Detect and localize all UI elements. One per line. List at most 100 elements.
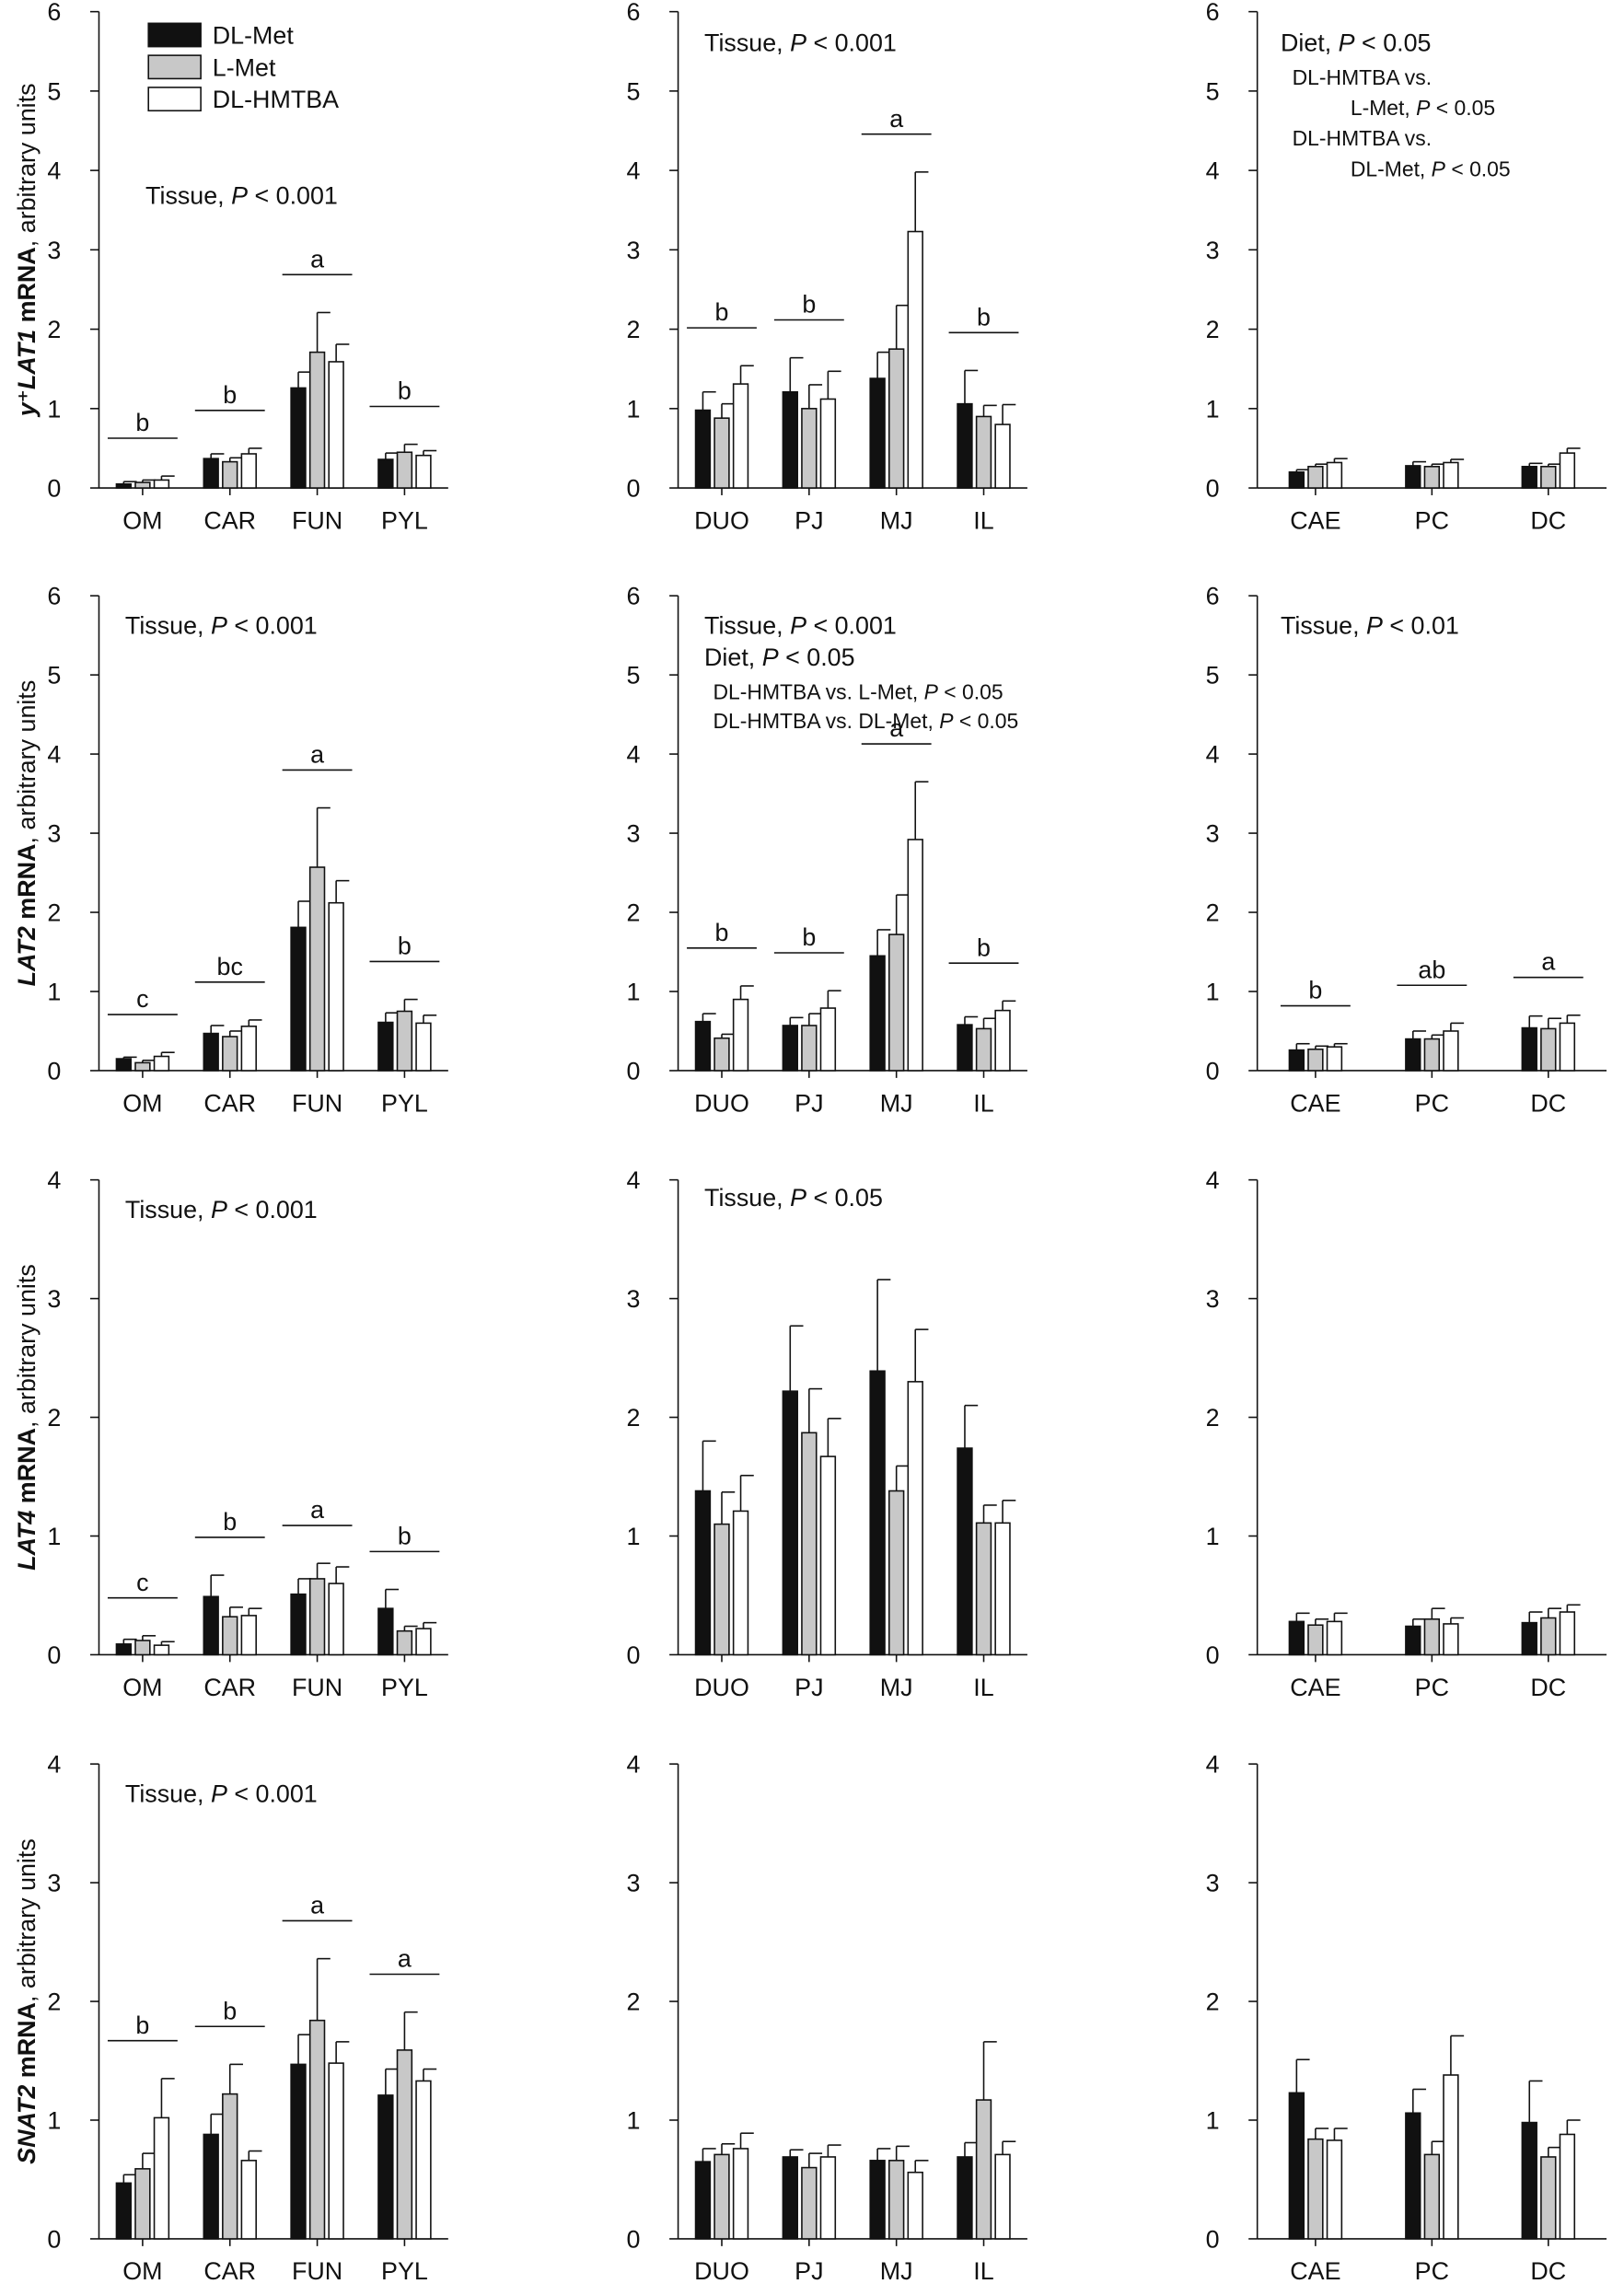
annotation-span: < 0.001 xyxy=(806,29,897,56)
x-tick-label: PYL xyxy=(381,2257,428,2284)
y-tick-label: 2 xyxy=(627,1404,641,1432)
row-ylabel-mrna: mRNA xyxy=(13,844,41,927)
row-ylabel-gene: LAT2 xyxy=(13,926,41,986)
y-tick-label: 1 xyxy=(1206,1523,1220,1550)
annotation-span: P xyxy=(790,1184,806,1212)
y-tick-label: 3 xyxy=(627,1285,641,1313)
y-tick-label: 1 xyxy=(47,2106,61,2134)
bar xyxy=(240,1615,257,1656)
bar xyxy=(134,1061,151,1072)
annotation-span: P xyxy=(211,1196,227,1223)
bar xyxy=(732,998,749,1072)
significance-letter: b xyxy=(223,381,237,409)
y-tick-label: 1 xyxy=(1206,395,1220,423)
panel-1-2: 0 1 2 3 4 5 6 CAE b PC ab DC a Tissue, P < 0.01 xyxy=(1206,583,1607,1117)
bar xyxy=(887,2160,905,2240)
y-tick-label: 5 xyxy=(627,662,641,690)
significance-letter: b xyxy=(1308,977,1322,1004)
stat-annotation: DL-HMTBA vs. xyxy=(1293,126,1432,150)
bar xyxy=(1443,2074,1459,2240)
panel-2-2: 0 1 2 3 4 CAE PC DC xyxy=(1206,1166,1607,1701)
panel-1-1: 0 1 2 3 4 5 6 DUO b PJ b MJ a IL b Tissue, P < 0.001 Die… xyxy=(627,583,1027,1117)
bar xyxy=(415,1628,432,1656)
bar xyxy=(290,1593,307,1656)
annotation-span: P xyxy=(790,611,806,639)
y-tick-label: 0 xyxy=(1206,1641,1220,1669)
row-ylabel-gene: y⁺LAT1 xyxy=(13,330,41,418)
row-ylabel-units: , arbitrary units xyxy=(13,680,41,844)
significance-letter: b xyxy=(135,2012,149,2039)
annotation-span: Tissue, xyxy=(125,1196,211,1223)
bar xyxy=(134,1640,151,1656)
bar xyxy=(782,1025,798,1072)
bar xyxy=(907,1381,923,1656)
y-tick-label: 1 xyxy=(627,1523,641,1550)
bar xyxy=(1559,452,1576,489)
bar xyxy=(907,230,923,489)
stat-annotation: DL-HMTBA vs. DL-Met, P < 0.05 xyxy=(713,709,1019,733)
bar xyxy=(732,1510,749,1656)
significance-letter: b xyxy=(223,1508,237,1536)
x-tick-label: CAE xyxy=(1290,1674,1340,1701)
bar xyxy=(377,1021,394,1072)
bar xyxy=(203,1595,219,1656)
significance-letter: c xyxy=(136,985,148,1013)
y-tick-label: 3 xyxy=(1206,237,1220,264)
significance-letter: a xyxy=(310,1496,324,1524)
panel-3-1: 0 1 2 3 4 DUO PJ MJ IL xyxy=(627,1751,1027,2284)
annotation-span: P xyxy=(211,1780,227,1807)
bar xyxy=(290,926,307,1072)
bar xyxy=(1405,1625,1421,1656)
y-tick-label: 4 xyxy=(47,1751,61,1779)
y-tick-label: 4 xyxy=(1206,1166,1220,1194)
significance-letter: a xyxy=(1541,948,1555,976)
x-tick-label: CAR xyxy=(203,506,256,534)
bar xyxy=(308,866,326,1072)
y-tick-label: 3 xyxy=(1206,820,1220,848)
bar xyxy=(1288,471,1305,489)
significance-letter: b xyxy=(802,291,816,319)
bar xyxy=(153,1644,170,1656)
x-tick-label: PC xyxy=(1415,506,1449,534)
bar xyxy=(396,451,413,489)
x-tick-label: DUO xyxy=(694,506,749,534)
y-tick-label: 3 xyxy=(47,820,61,848)
bar xyxy=(1405,465,1421,489)
bar xyxy=(396,1010,413,1072)
bar xyxy=(975,2099,992,2240)
significance-letter: b xyxy=(135,409,149,436)
row-ylabel-units: , arbitrary units xyxy=(13,1838,41,2002)
y-tick-label: 1 xyxy=(47,978,61,1005)
annotation-span: P xyxy=(211,611,227,639)
bar xyxy=(975,415,992,489)
y-tick-label: 2 xyxy=(1206,1404,1220,1432)
bar xyxy=(240,453,257,489)
annotation-span: Diet, xyxy=(1281,29,1339,56)
bar xyxy=(222,1616,238,1656)
bar xyxy=(134,2168,151,2240)
stat-annotation: Tissue, P < 0.05 xyxy=(704,1184,883,1212)
annotation-span: P xyxy=(1366,611,1383,639)
panel-3-2: 0 1 2 3 4 CAE PC DC xyxy=(1206,1751,1607,2284)
bar xyxy=(377,2094,394,2240)
annotation-span: < 0.05 xyxy=(938,679,1003,703)
bar xyxy=(1307,1048,1324,1072)
legend-swatch xyxy=(147,54,202,80)
bar xyxy=(203,1032,219,1072)
bar xyxy=(801,2166,818,2240)
bar xyxy=(907,2171,923,2240)
bar xyxy=(1521,1026,1537,1072)
row-ylabel-mrna: mRNA xyxy=(13,247,41,330)
bar xyxy=(1559,1022,1576,1072)
x-tick-label: PJ xyxy=(795,1089,823,1117)
bar xyxy=(222,460,238,489)
bar xyxy=(1540,2156,1557,2240)
panel-0-1: 0 1 2 3 4 5 6 DUO b PJ b MJ a IL b Tissue, P < 0.001 xyxy=(627,0,1027,534)
bar xyxy=(134,481,151,489)
x-tick-label: DC xyxy=(1530,2257,1566,2284)
bar xyxy=(975,1522,992,1656)
stat-annotation: Tissue, P < 0.001 xyxy=(704,611,897,639)
x-tick-label: FUN xyxy=(292,1674,342,1701)
annotation-span: < 0.001 xyxy=(806,611,897,639)
